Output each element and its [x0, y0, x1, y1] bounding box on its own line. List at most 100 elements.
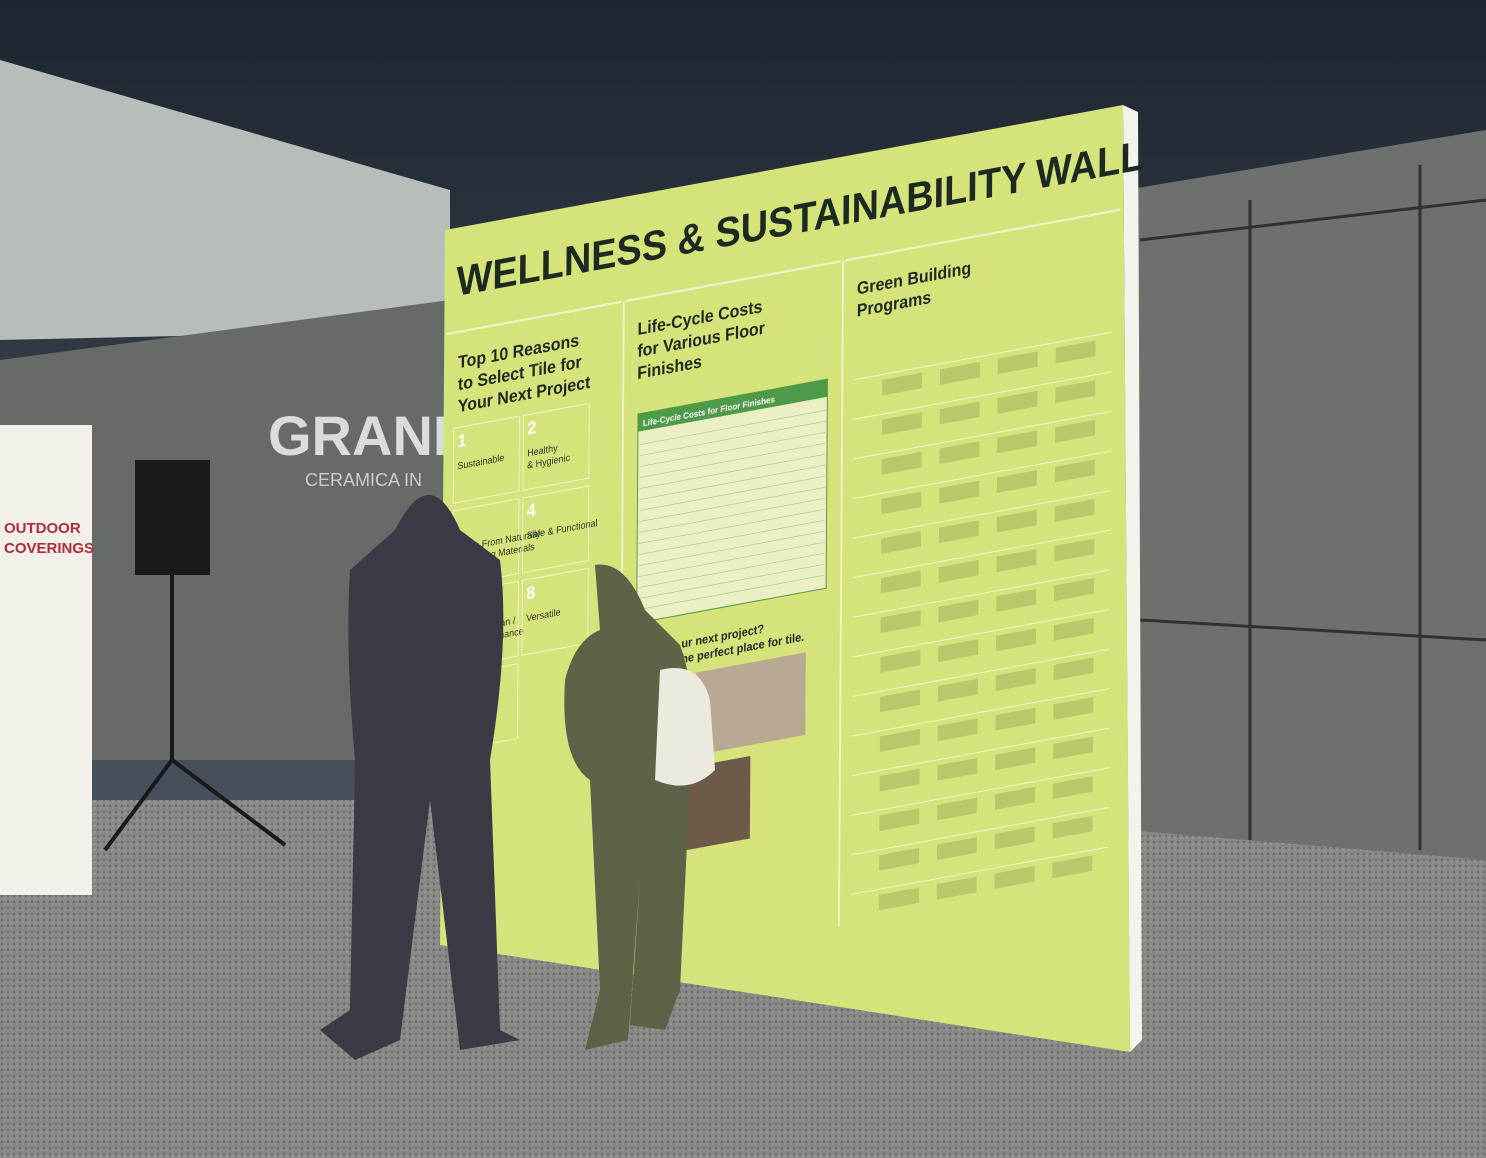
program-text-block — [995, 668, 1036, 691]
program-text-block — [997, 470, 1037, 493]
cost-table-row — [638, 563, 825, 599]
program-text-block — [997, 430, 1038, 454]
program-row — [852, 569, 1111, 618]
program-text-block — [996, 628, 1036, 652]
program-text-block — [937, 718, 978, 742]
program-row — [853, 490, 1111, 539]
reason-cell — [521, 567, 589, 656]
side-panel-title: OUTDOOR — [4, 520, 81, 537]
program-text-block — [880, 570, 921, 594]
program-row — [852, 608, 1110, 658]
program-text-block — [996, 549, 1037, 573]
program-text-block — [936, 876, 977, 900]
cost-table-row — [639, 530, 825, 566]
program-text-block — [1053, 657, 1094, 681]
reason-number: 2 — [527, 417, 536, 438]
program-text-block — [1054, 459, 1095, 483]
program-text-block — [882, 372, 923, 396]
column-rule — [625, 260, 842, 303]
program-text-block — [997, 351, 1038, 375]
cost-table-header — [637, 379, 828, 432]
program-text-block — [938, 560, 979, 583]
program-text-block — [1054, 499, 1095, 522]
program-text-block — [880, 649, 921, 673]
program-text-block — [1052, 815, 1093, 839]
program-text-block — [939, 480, 980, 504]
cost-table-row — [638, 574, 825, 610]
cost-table-row — [639, 464, 825, 500]
booth-wall — [0, 300, 450, 760]
program-text-block — [1052, 776, 1093, 800]
person-man — [320, 495, 520, 1060]
people — [320, 495, 715, 1060]
program-text-block — [938, 520, 979, 544]
program-text-block — [997, 390, 1038, 414]
program-text-block — [878, 887, 919, 911]
program-text-block — [1054, 578, 1095, 602]
booth-subtitle: CERAMICA IN — [305, 470, 422, 490]
speaker — [135, 460, 210, 575]
column-rule — [845, 208, 1121, 262]
program-text-block — [1053, 617, 1094, 641]
cost-table-row — [639, 508, 825, 544]
side-panel — [0, 425, 92, 895]
cost-table-row — [638, 552, 825, 588]
cost-table-row — [639, 453, 825, 489]
program-text-block — [994, 786, 1035, 810]
program-text-block — [880, 689, 921, 713]
booth-frame — [1139, 165, 1486, 850]
program-text-block — [936, 837, 977, 860]
column-rule — [446, 300, 622, 336]
cost-table-row — [639, 442, 826, 478]
program-text-block — [937, 678, 978, 702]
cost-table-row — [639, 420, 826, 456]
cost-table-row — [639, 519, 825, 555]
program-text-block — [881, 491, 922, 515]
program-text-block — [938, 639, 979, 662]
reason-number: 8 — [526, 582, 535, 603]
program-text-block — [879, 729, 920, 752]
program-row — [853, 529, 1111, 579]
program-text-block — [1053, 736, 1094, 760]
program-text-block — [879, 847, 920, 871]
program-text-block — [938, 599, 979, 623]
program-text-block — [937, 797, 978, 821]
program-row — [853, 410, 1112, 460]
program-text-block — [995, 707, 1036, 731]
program-text-block — [1054, 538, 1095, 562]
program-row — [852, 688, 1110, 737]
program-text-block — [879, 768, 920, 792]
reason-number: 1 — [458, 430, 467, 451]
column-divider — [837, 260, 845, 927]
cost-table-row — [638, 541, 825, 577]
reason-number: 4 — [527, 500, 537, 521]
tile-photo — [695, 652, 806, 756]
program-text-block — [880, 610, 921, 634]
program-text-block — [1052, 855, 1093, 879]
program-text-block — [937, 758, 978, 781]
cost-table-row — [639, 486, 825, 522]
program-text-block — [939, 441, 980, 464]
program-text-block — [1055, 340, 1096, 364]
program-row — [851, 767, 1109, 816]
program-row — [851, 727, 1110, 777]
program-text-block — [1055, 419, 1096, 443]
cost-table-row — [639, 431, 826, 467]
program-row — [854, 371, 1112, 420]
booth-header — [0, 60, 450, 340]
program-text-block — [879, 808, 920, 832]
program-row — [851, 806, 1109, 856]
program-text-block — [994, 866, 1035, 889]
wall-edge — [1123, 105, 1142, 1052]
program-row — [851, 846, 1109, 896]
program-text-block — [994, 826, 1035, 850]
program-row — [854, 331, 1112, 381]
program-text-block — [939, 362, 980, 385]
cost-table-row — [639, 475, 825, 511]
reason-cell — [522, 402, 590, 491]
reason-label: Healthy — [527, 443, 558, 460]
speaker-stand — [103, 575, 287, 852]
program-text-block — [996, 509, 1037, 533]
program-text-block — [996, 588, 1037, 612]
